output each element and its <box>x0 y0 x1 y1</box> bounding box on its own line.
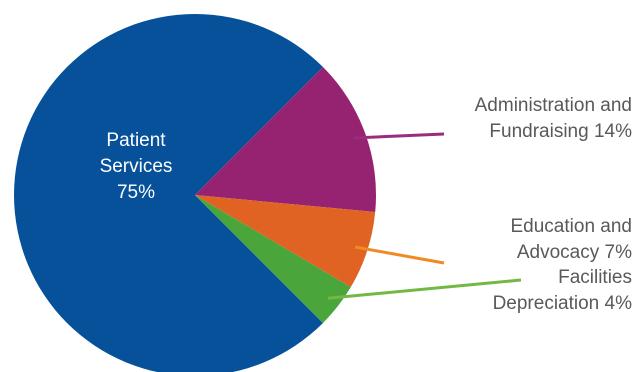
leader-line-education <box>354 245 445 265</box>
leader-line-facilities <box>327 278 522 300</box>
slice-label-line: Advocacy 7% <box>516 242 632 263</box>
slice-label-line: Fundraising 14% <box>489 121 632 142</box>
slice-label-percent: 75% <box>116 182 156 203</box>
slice-patient-services <box>14 14 323 372</box>
slice-label-line: Facilities <box>558 267 632 288</box>
slice-facilities-depreciation <box>195 195 351 323</box>
leader-line-administration <box>353 132 445 140</box>
slice-label-line: Education and <box>510 216 633 237</box>
slice-education-advocacy <box>195 195 376 288</box>
slice-label-administration: Administration and Fundraising 14% <box>475 93 632 145</box>
slice-label-line: Depreciation 4% <box>492 293 632 314</box>
slice-label-line: Services <box>99 156 173 177</box>
slice-label-education: Education and Advocacy 7% <box>511 214 633 266</box>
slice-label-facilities: Facilities Depreciation 4% <box>493 265 632 317</box>
slice-label-patient-services: Patient Services 75% <box>58 128 214 206</box>
slice-administration-fundraising <box>195 67 377 213</box>
slice-label-line: Patient <box>106 130 166 151</box>
slice-label-line: Administration and <box>474 95 632 116</box>
